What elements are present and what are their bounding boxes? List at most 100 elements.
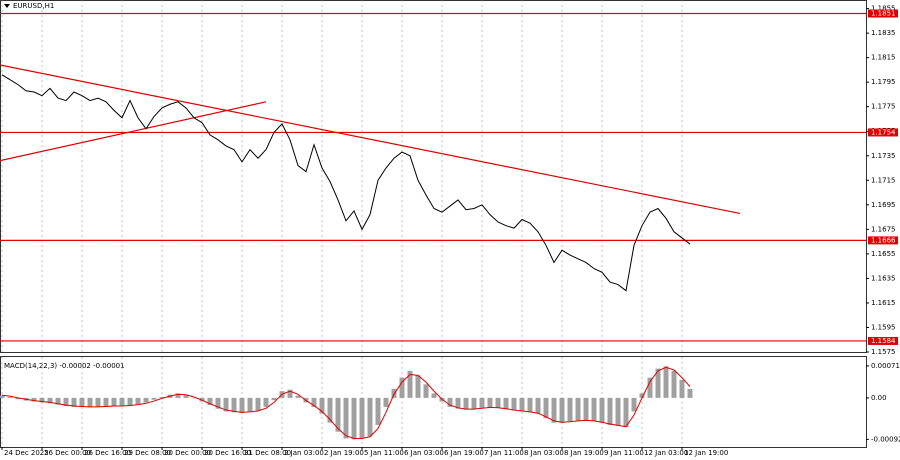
level-label: 1.1666 — [871, 236, 896, 244]
y-tick-label: 1.1615 — [871, 299, 896, 307]
x-tick-label: 6 Jan 19:00 — [444, 449, 484, 457]
y-tick-label: 1.1795 — [871, 78, 896, 86]
x-tick-label: 2 Jan 19:00 — [324, 449, 364, 457]
x-tick-label: 8 Jan 19:00 — [564, 449, 604, 457]
macd-bar — [479, 397, 485, 408]
y-tick-label: 1.1675 — [871, 225, 896, 233]
macd-bar — [111, 397, 117, 407]
level-tag — [868, 236, 898, 245]
y-tick-label: 1.1655 — [871, 250, 896, 258]
macd-bar — [559, 397, 565, 423]
level-label: 1.1584 — [871, 337, 896, 345]
macd-bar — [63, 397, 69, 407]
macd-bar — [375, 397, 381, 425]
macd-bar — [535, 397, 541, 414]
x-tick-label: 26 Dec 16:00 — [84, 449, 131, 457]
y-tick-label: 1.1635 — [871, 274, 896, 282]
y-tick-label: 0.00 — [871, 394, 887, 402]
y-tick-label: 1.1775 — [871, 103, 896, 111]
macd-bar — [55, 397, 61, 405]
x-tick-label: 9 Jan 11:00 — [604, 449, 644, 457]
level-label: 1.1851 — [871, 9, 896, 17]
macd-bar — [183, 395, 189, 398]
macd-bar — [447, 397, 453, 407]
macd-bar — [351, 397, 357, 440]
macd-bar — [135, 397, 141, 405]
macd-bar — [175, 393, 181, 398]
chart-title: EURUSD,H1 — [13, 2, 54, 10]
level-tag — [868, 9, 898, 18]
macd-bar — [343, 397, 349, 439]
macd-bar — [359, 397, 365, 439]
macd-bar — [367, 397, 373, 437]
macd-bar — [47, 397, 53, 404]
macd-bar — [463, 397, 469, 410]
macd-bar — [255, 397, 261, 411]
x-tick-label: 12 Jan 03:00 — [644, 449, 688, 457]
macd-bar — [679, 379, 685, 398]
macd-bar — [319, 397, 325, 414]
macd-bar — [143, 397, 149, 403]
macd-bar — [655, 368, 661, 398]
macd-bar — [335, 397, 341, 432]
macd-bar — [511, 397, 517, 411]
x-tick-label: 26 Dec 00:00 — [44, 449, 91, 457]
macd-bar — [159, 396, 165, 398]
macd-bar — [287, 389, 293, 398]
x-tick-label: 24 Dec 2025 — [4, 449, 49, 457]
y-tick-label: 1.1575 — [871, 348, 896, 356]
macd-bar — [87, 397, 93, 408]
macd-bar — [103, 397, 109, 407]
macd-bar — [191, 397, 197, 399]
macd-bar — [295, 395, 301, 398]
level-tag — [868, 336, 898, 345]
macd-bar — [495, 397, 501, 408]
macd-bar — [591, 397, 597, 422]
macd-bar — [0, 395, 5, 398]
macd-bar — [551, 397, 557, 423]
y-tick-label: -0.00092 — [871, 435, 900, 443]
macd-bar — [223, 397, 229, 412]
macd-bar — [399, 377, 405, 398]
macd-bar — [487, 397, 493, 407]
macd-bar — [79, 397, 85, 407]
macd-bar — [415, 375, 421, 398]
macd-bar — [383, 397, 389, 407]
y-tick-label: 1.1695 — [871, 201, 896, 209]
level-tag — [868, 128, 898, 137]
macd-bar — [15, 397, 21, 400]
macd-bar — [247, 397, 253, 412]
y-tick-label: 1.1715 — [871, 176, 896, 184]
trend-line — [0, 101, 267, 162]
macd-bar — [263, 397, 269, 407]
macd-bar — [71, 397, 77, 407]
y-tick-label: 1.1815 — [871, 54, 896, 62]
macd-bar — [503, 397, 509, 410]
macd-bar — [127, 397, 133, 406]
macd-bar — [687, 388, 693, 398]
macd-bar — [119, 397, 125, 407]
macd-bar — [471, 397, 477, 410]
macd-bar — [231, 397, 237, 413]
macd-bar — [151, 397, 157, 400]
macd-bar — [543, 397, 549, 419]
price-panel — [0, 0, 867, 353]
menu-triangle — [4, 4, 10, 8]
macd-bar — [207, 397, 213, 406]
x-tick-label: 5 Jan 11:00 — [364, 449, 404, 457]
macd-bar — [31, 397, 37, 402]
macd-panel — [0, 356, 867, 448]
macd-bar — [607, 397, 613, 425]
x-tick-label: 7 Jan 11:00 — [484, 449, 524, 457]
macd-bar — [455, 397, 461, 409]
macd-bar — [583, 397, 589, 421]
x-tick-label: 2 Jan 03:00 — [284, 449, 324, 457]
trend-line — [0, 64, 741, 214]
macd-bar — [567, 397, 573, 422]
macd-bar — [215, 397, 221, 409]
macd-title: MACD(14,22,3) -0.00002 -0.00001 — [4, 362, 125, 370]
macd-bar — [311, 397, 317, 407]
macd-bar — [423, 384, 429, 398]
level-label: 1.1754 — [871, 128, 896, 136]
x-tick-label: 31 Dec 08:00 — [244, 449, 291, 457]
